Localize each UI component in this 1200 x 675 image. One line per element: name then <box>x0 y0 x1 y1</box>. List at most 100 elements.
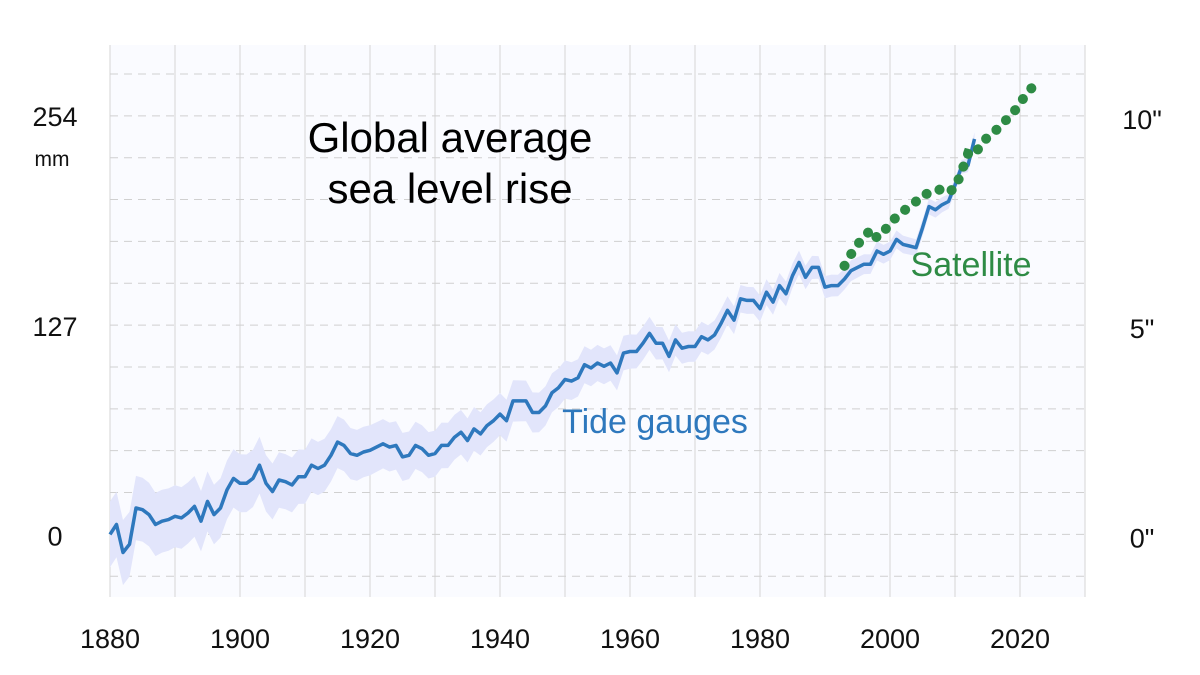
tide-gauge-point <box>141 508 145 512</box>
tide-gauge-point <box>869 262 873 266</box>
tide-gauge-point <box>427 453 431 457</box>
tide-gauge-point <box>511 399 515 403</box>
tide-gauge-point <box>180 516 184 520</box>
tide-gauge-point <box>414 443 418 447</box>
tide-gauge-point <box>836 284 840 288</box>
tide-gauge-point <box>726 308 730 312</box>
x-tick-label: 1980 <box>730 624 790 654</box>
satellite-point <box>914 200 918 204</box>
tide-gauge-point <box>323 463 327 467</box>
tide-gauge-point <box>797 261 801 265</box>
tide-gauge-point <box>739 297 743 301</box>
tide-gauge-point <box>713 333 717 337</box>
tide-gauge-point <box>706 338 710 342</box>
tide-gauge-point <box>115 522 119 526</box>
satellite-point <box>973 153 977 157</box>
tide-gauge-point <box>518 399 522 403</box>
tide-gauge-point <box>732 318 736 322</box>
tide-gauge-point <box>284 480 288 484</box>
tide-gauge-point <box>310 463 314 467</box>
tide-gauge-point <box>225 488 229 492</box>
tide-gauge-point <box>147 513 151 517</box>
satellite-point <box>895 214 899 218</box>
tide-gauge-point <box>524 399 528 403</box>
tide-gauge-point <box>277 478 281 482</box>
chart-title-line-2: sea level rise <box>327 165 572 212</box>
tide-gauge-point <box>557 386 561 390</box>
tide-gauge-point <box>895 237 899 241</box>
tide-gauge-point <box>680 346 684 350</box>
tide-gauge-point <box>537 410 541 414</box>
satellite-point <box>927 191 931 195</box>
x-tick-label: 1900 <box>210 624 270 654</box>
x-tick-label: 2000 <box>860 624 920 654</box>
satellite-point <box>1025 92 1029 96</box>
tide-gauge-point <box>674 338 678 342</box>
satellite-point <box>992 130 996 134</box>
satellite-point <box>1005 117 1009 121</box>
tide-gauges-label: Tide gauges <box>562 403 748 441</box>
tide-gauge-point <box>440 443 444 447</box>
tide-gauge-point <box>505 419 509 423</box>
tide-gauge-point <box>960 165 964 169</box>
tide-gauge-point <box>648 331 652 335</box>
tide-gauge-point <box>823 285 827 289</box>
tide-gauge-point <box>388 445 392 449</box>
tide-gauge-point <box>349 452 353 456</box>
tide-gauge-point <box>407 453 411 457</box>
tide-gauge-point <box>173 514 177 518</box>
tide-gauge-point <box>804 275 808 279</box>
tide-gauge-point <box>472 427 476 431</box>
satellite-point <box>960 170 964 174</box>
tide-gauge-point <box>108 532 112 536</box>
tide-gauge-point <box>700 335 704 339</box>
satellite-point <box>921 193 925 197</box>
satellite-point <box>1038 76 1042 80</box>
satellite-point <box>869 228 873 232</box>
y-tick-label-right: 0" <box>1130 523 1155 553</box>
satellite-point <box>856 242 860 246</box>
tide-gauge-point <box>544 404 548 408</box>
tide-gauge-point <box>206 499 210 503</box>
tide-gauge-point <box>719 321 723 325</box>
tide-gauge-point <box>394 443 398 447</box>
y-unit-label: mm <box>35 148 70 171</box>
tide-gauge-point <box>193 504 197 508</box>
y-tick-label-right: 5" <box>1130 314 1155 344</box>
tide-gauge-point <box>622 351 626 355</box>
tide-gauge-point <box>219 506 223 510</box>
tide-gauge-point <box>596 361 600 365</box>
tide-gauge-point <box>862 262 866 266</box>
satellite-point <box>843 264 847 268</box>
tide-gauge-point <box>602 364 606 368</box>
y-axis-right-ticks: 0" 5" 10" <box>1122 105 1162 554</box>
satellite-point <box>986 135 990 139</box>
y-axis-left-ticks: 0 127 254 <box>32 102 77 552</box>
tide-gauge-point <box>784 292 788 296</box>
tide-gauge-point <box>362 450 366 454</box>
y-tick-label-left: 127 <box>32 312 77 342</box>
y-tick-label-left: 254 <box>32 102 77 132</box>
x-tick-label: 1940 <box>470 624 530 654</box>
tide-gauge-point <box>381 442 385 446</box>
tide-gauge-point <box>921 226 925 230</box>
satellite-point <box>1012 111 1016 115</box>
chart-title-line-1: Global average <box>308 114 593 161</box>
tide-gauge-point <box>531 410 535 414</box>
x-tick-label: 1960 <box>600 624 660 654</box>
tide-gauge-point <box>368 448 372 452</box>
tide-gauge-point <box>615 371 619 375</box>
tide-gauge-point <box>128 542 132 546</box>
satellite-point <box>1018 101 1022 105</box>
grid-lines <box>109 45 1086 597</box>
tide-gauge-point <box>966 163 970 167</box>
tide-gauge-point <box>485 424 489 428</box>
tide-gauge-point <box>745 298 749 302</box>
tide-gauge-point <box>888 249 892 253</box>
tide-gauge-point <box>342 443 346 447</box>
tide-gauge-point <box>758 307 762 311</box>
tide-gauge-point <box>765 290 769 294</box>
satellite-point <box>882 229 886 233</box>
satellite-point <box>849 252 853 256</box>
x-tick-label: 1880 <box>80 624 140 654</box>
